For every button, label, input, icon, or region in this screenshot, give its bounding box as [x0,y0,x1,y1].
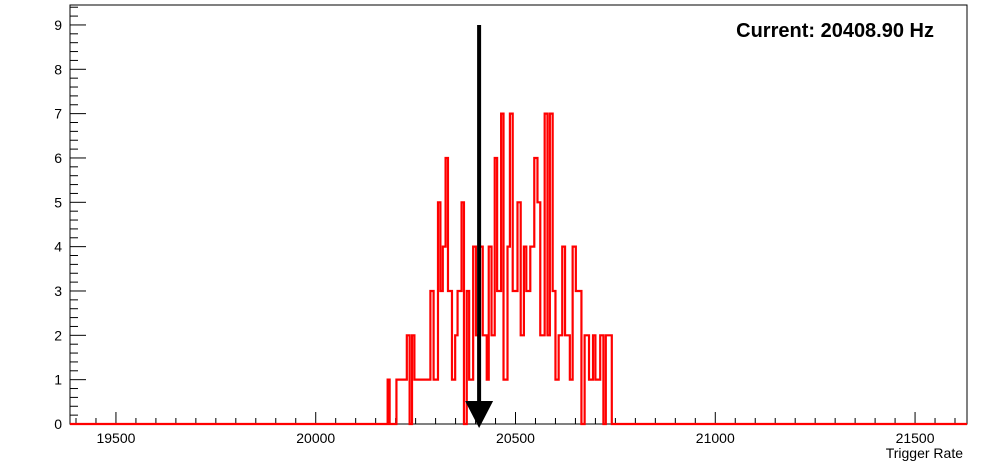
y-tick-label: 2 [54,327,62,343]
current-rate-arrow [465,25,494,428]
y-tick-label: 0 [54,416,62,432]
y-tick-label: 5 [54,194,62,210]
x-tick-label: 21000 [696,430,735,446]
y-tick-label: 3 [54,283,62,299]
y-tick-label: 1 [54,372,62,388]
x-tick-label: 20000 [296,430,335,446]
y-tick-label: 6 [54,150,62,166]
current-rate-label: Current: 20408.90 Hz [736,20,934,42]
x-axis: 19500 20000 20500 21000 21500 [75,412,956,446]
y-tick-label: 9 [54,17,62,33]
x-tick-label: 19500 [96,430,135,446]
y-tick-label: 8 [54,61,62,77]
arrow-head [465,401,494,428]
y-tick-label: 4 [54,239,62,255]
x-tick-label: 20500 [496,430,535,446]
y-axis: 0 1 2 3 4 5 6 7 8 9 [54,6,86,432]
histogram-line [70,112,967,426]
x-axis-title: Trigger Rate [886,445,964,461]
y-tick-label: 7 [54,106,62,122]
x-tick-label: 21500 [896,430,935,446]
plot-frame [69,4,968,425]
